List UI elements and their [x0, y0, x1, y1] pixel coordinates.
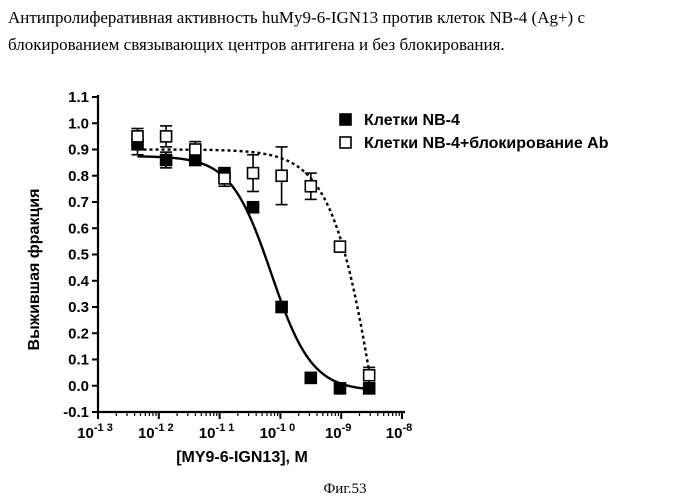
data-point-series-1: [276, 302, 287, 313]
y-tick-label: -0.1: [63, 404, 89, 421]
legend-marker-series-2: [340, 137, 351, 148]
data-point-series-2: [364, 370, 375, 381]
y-tick-label: 0.3: [68, 299, 89, 316]
data-point-series-1: [305, 372, 316, 383]
y-tick-label: 1.0: [68, 115, 89, 132]
data-point-series-2: [334, 241, 345, 252]
legend-label-series-1: Клетки NB-4: [364, 112, 460, 129]
x-tick-label: 10-8: [386, 422, 412, 442]
y-tick-label: 0.2: [68, 325, 89, 342]
data-point-series-2: [248, 168, 259, 179]
data-point-series-1: [161, 155, 172, 166]
dose-response-chart: -0.1 0.0 0.1 0.2 0.3 0.4 0.5 0.6 0.7 0.8 0.9 1.0 1.1…: [0, 0, 690, 500]
x-tick-label: 10-9: [325, 422, 351, 442]
data-point-series-1: [364, 383, 375, 394]
y-tick-label: 0.5: [68, 247, 89, 264]
y-tick-label: 0.8: [68, 168, 89, 185]
x-tick-label: 10-1 1: [199, 422, 235, 442]
data-point-series-2: [219, 173, 230, 184]
legend-marker-series-1: [340, 114, 351, 125]
figure-number: Фиг.53: [0, 481, 690, 498]
x-tick-label: 10-1 3: [77, 422, 113, 442]
data-point-series-2: [161, 131, 172, 142]
y-axis-title: Выжившая фракция: [26, 189, 43, 351]
x-tick-label: 10-1 0: [260, 422, 296, 442]
data-point-series-2: [132, 131, 143, 142]
legend-label-series-2: Клетки NB-4+блокирование Ab: [364, 135, 609, 152]
y-tick-label: 0.6: [68, 220, 89, 237]
y-tick-label: 0.4: [68, 273, 90, 290]
data-point-series-2: [190, 144, 201, 155]
data-point-series-1: [248, 202, 259, 213]
y-tick-label: 0.0: [68, 378, 89, 395]
y-tick-label: 0.7: [68, 194, 89, 211]
data-point-series-2: [276, 170, 287, 181]
x-axis-title: [MY9-6-IGN13], M: [176, 449, 308, 466]
y-tick-label: 0.1: [68, 352, 89, 369]
data-point-series-2: [305, 181, 316, 192]
y-tick-label: 1.1: [68, 89, 89, 106]
y-tick-label: 0.9: [68, 142, 89, 159]
x-tick-label: 10-1 2: [138, 422, 174, 442]
data-point-series-1: [334, 383, 345, 394]
